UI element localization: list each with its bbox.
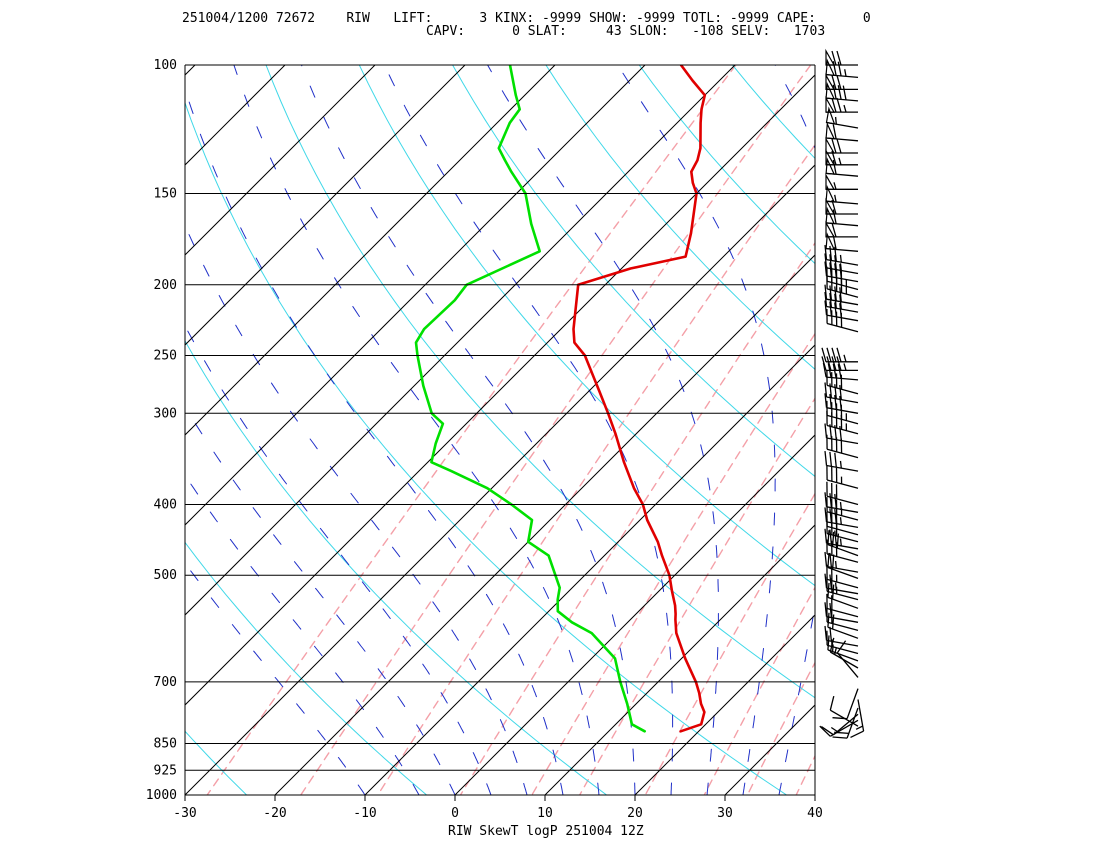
moist-adiabat: [90, 65, 491, 795]
isotherm: [0, 65, 465, 795]
moist-adiabat: [55, 65, 456, 795]
isotherm: [725, 65, 1120, 795]
wind-barb: [826, 175, 858, 189]
moist-adiabat: [302, 65, 636, 795]
isotherm: [275, 65, 1005, 795]
pressure-tick-label: 700: [154, 675, 177, 690]
pressure-tick-label: 500: [154, 568, 177, 583]
mixing-ratio-line: [580, 65, 1030, 795]
wind-barb: [823, 363, 858, 380]
isotherm: [5, 65, 735, 795]
wind-barb: [826, 139, 858, 153]
wind-barb: [826, 61, 858, 78]
dewpoint-profile: [416, 65, 645, 731]
isotherm: [0, 65, 645, 795]
x-tick-label: 10: [537, 806, 553, 821]
dry-adiabat: [826, 65, 1120, 795]
dry-adiabat: [1012, 65, 1120, 795]
isotherm: [0, 65, 105, 795]
isotherm: [0, 65, 375, 795]
isotherm: [635, 65, 1120, 795]
dry-adiabat: [639, 65, 1120, 795]
wind-barb: [825, 451, 858, 471]
dry-adiabat: [733, 65, 1120, 795]
wind-barb: [827, 631, 858, 654]
isotherm: [95, 65, 825, 795]
moist-adiabat: [234, 65, 599, 795]
pressure-tick-label: 150: [154, 187, 177, 202]
dry-adiabat: [359, 65, 1120, 795]
header-line-2: CAPV: 0 SLAT: 43 SLON: -108 SELV: 1703: [426, 24, 825, 39]
isotherm: [365, 65, 1095, 795]
x-tick-label: 30: [717, 806, 733, 821]
pressure-tick-label: 1000: [146, 788, 177, 803]
x-tick-label: -10: [353, 806, 376, 821]
x-tick-label: 20: [627, 806, 643, 821]
chart-title: RIW SkewT logP 251004 12Z: [448, 824, 644, 839]
moist-adiabat: [23, 65, 419, 795]
dry-adiabat: [453, 65, 1120, 795]
wind-barb: [827, 540, 858, 563]
x-tick-label: -30: [173, 806, 196, 821]
pressure-tick-label: 250: [154, 348, 177, 363]
wind-barb: [827, 371, 858, 394]
wind-barb: [826, 84, 858, 101]
mixing-ratio-line: [704, 65, 1120, 795]
wind-barb: [827, 435, 858, 458]
wind-barb: [825, 552, 858, 572]
mixing-ratio-line: [301, 65, 811, 795]
moist-adiabat: [0, 65, 365, 795]
wind-barb: [826, 51, 858, 65]
isotherm: [815, 65, 1120, 795]
dry-adiabat: [1106, 65, 1120, 795]
isotherm: [0, 65, 15, 795]
dry-adiabat: [919, 65, 1120, 795]
mixing-ratio-line: [645, 65, 1080, 795]
isotherm: [185, 65, 915, 795]
pressure-tick-label: 850: [154, 736, 177, 751]
pressure-tick-label: 400: [154, 498, 177, 513]
pressure-tick-label: 300: [154, 406, 177, 421]
mixing-ratio-line: [747, 65, 1120, 795]
dry-adiabat: [173, 65, 787, 795]
wind-barb: [826, 209, 858, 226]
isotherm: [455, 65, 1120, 795]
pressure-tick-label: 200: [154, 278, 177, 293]
isotherm: [0, 65, 285, 795]
x-tick-label: 40: [807, 806, 823, 821]
pressure-tick-label: 925: [154, 763, 177, 778]
wind-barb: [826, 159, 858, 176]
x-tick-label: -20: [263, 806, 286, 821]
x-tick-label: 0: [451, 806, 459, 821]
pressure-tick-label: 100: [154, 58, 177, 73]
dry-adiabat: [0, 65, 247, 795]
mixing-ratio-line: [834, 65, 1120, 795]
dry-adiabat: [266, 65, 967, 795]
